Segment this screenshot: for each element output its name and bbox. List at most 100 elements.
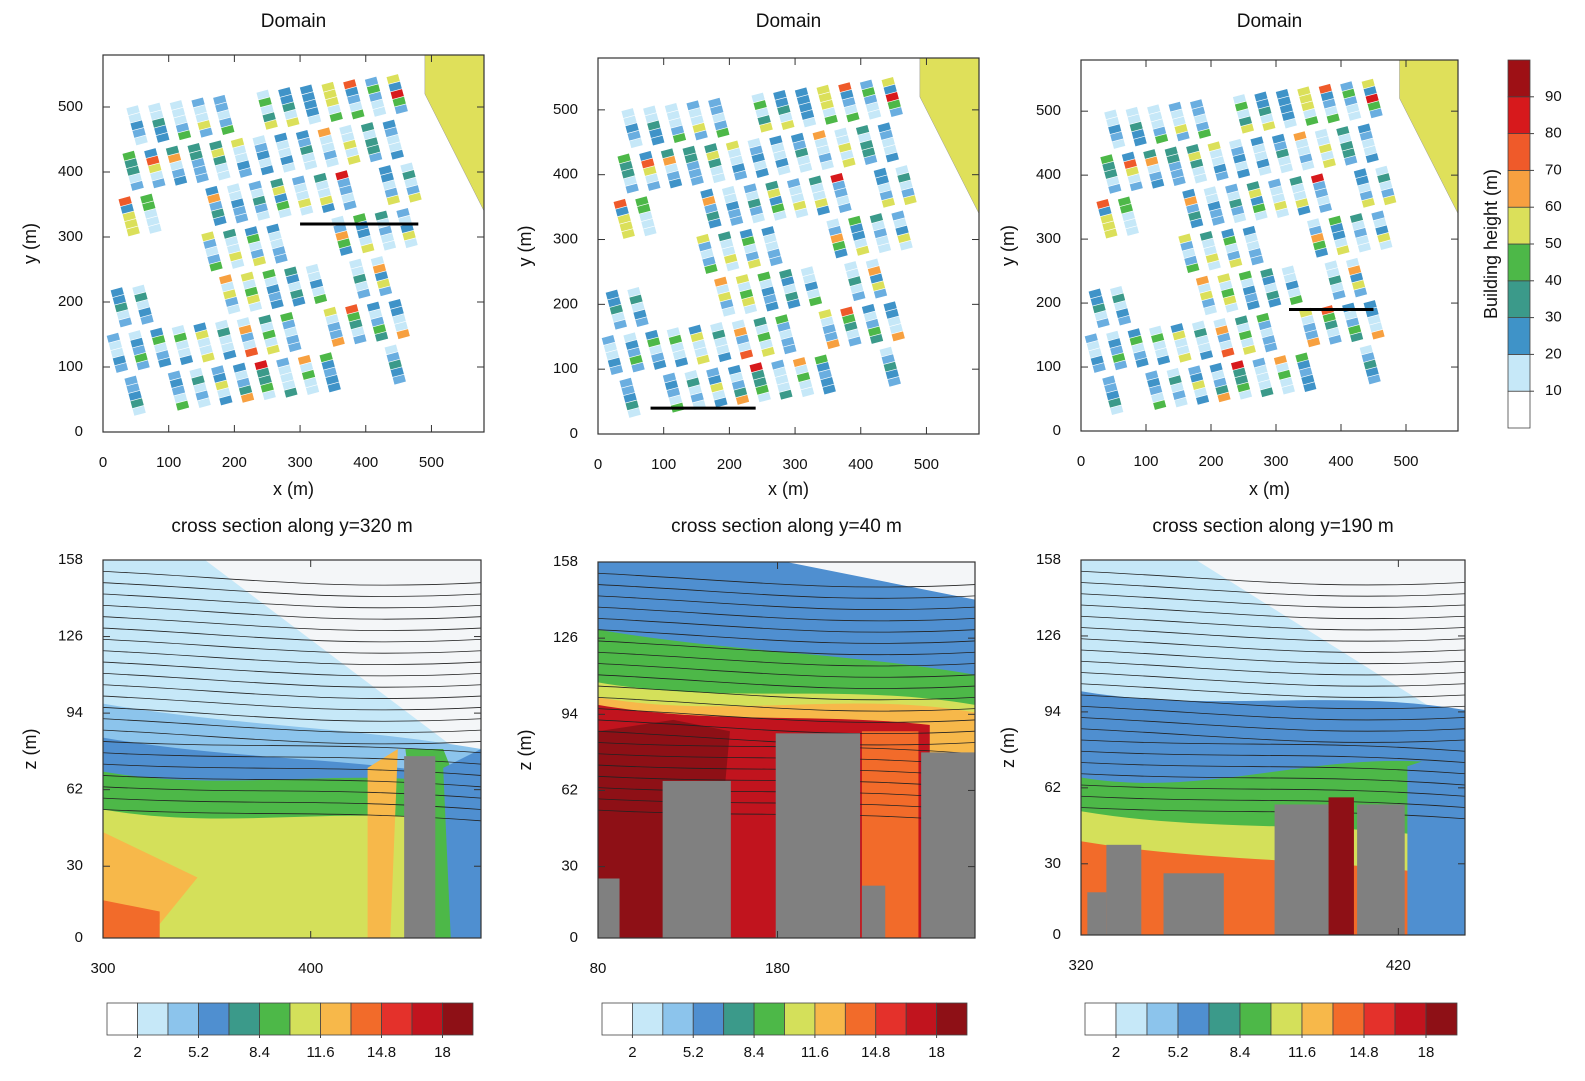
colorbar-box — [1508, 170, 1530, 207]
y-tick-label: 30 — [561, 858, 578, 875]
y-tick-label: 200 — [58, 293, 83, 310]
x-tick-label: 100 — [1133, 453, 1158, 470]
colorbar-box — [754, 1003, 784, 1035]
y-tick-label: 100 — [1036, 358, 1061, 375]
x-tick-label: 0 — [1077, 453, 1085, 470]
y-tick-label: 200 — [553, 295, 578, 312]
y-tick-label: 126 — [1036, 627, 1061, 644]
y-tick-label: 94 — [1044, 703, 1061, 720]
colorbar-tick-label: 8.4 — [249, 1044, 270, 1061]
y-tick-label: 400 — [1036, 166, 1061, 183]
contour — [1329, 797, 1354, 935]
colorbar-tick-label: 18 — [928, 1044, 945, 1061]
water — [920, 58, 979, 214]
colorbar-tick-label: 60 — [1545, 198, 1562, 215]
plot-area — [1081, 560, 1465, 935]
x-tick-label: 300 — [90, 960, 115, 977]
y-tick-label: 300 — [1036, 230, 1061, 247]
y-tick-label: 400 — [553, 166, 578, 183]
panel-title: Domain — [756, 11, 821, 32]
colorbar-box — [1209, 1003, 1240, 1035]
y-tick-label: 0 — [1053, 926, 1061, 943]
colorbar-box — [199, 1003, 230, 1035]
x-tick-label: 300 — [783, 456, 808, 473]
y-tick-label: 94 — [66, 704, 83, 721]
y-axis-label: z (m) — [515, 730, 535, 771]
x-tick-label: 500 — [419, 454, 444, 471]
plot-area — [107, 55, 484, 416]
colorbar-box — [906, 1003, 936, 1035]
colorbar-tick-label: 20 — [1545, 345, 1562, 362]
colorbar-box — [107, 1003, 138, 1035]
y-tick-label: 30 — [66, 857, 83, 874]
panel-title: Domain — [1237, 11, 1302, 32]
panel: cross section along y=190 mz (m)32042003… — [998, 516, 1465, 1061]
colorbar-tick-label: 80 — [1545, 125, 1562, 142]
building — [862, 886, 885, 938]
x-tick-label: 200 — [1198, 453, 1223, 470]
y-tick-label: 400 — [58, 163, 83, 180]
building — [1087, 892, 1106, 935]
colorbar-box — [1364, 1003, 1395, 1035]
x-tick-label: 100 — [651, 456, 676, 473]
x-tick-label: 500 — [914, 456, 939, 473]
x-tick-label: 300 — [1263, 453, 1288, 470]
building — [663, 781, 731, 938]
y-axis-label: y (m) — [998, 225, 1018, 266]
colorbar-box — [1508, 354, 1530, 391]
x-tick-label: 100 — [156, 454, 181, 471]
colorbar-tick-label: 90 — [1545, 88, 1562, 105]
building — [921, 752, 975, 938]
colorbar-box — [1147, 1003, 1178, 1035]
y-tick-label: 300 — [553, 230, 578, 247]
contour — [1407, 748, 1465, 936]
y-axis-label: z (m) — [20, 729, 40, 770]
y-tick-label: 0 — [75, 929, 83, 946]
panel: x (m)Domainy (m)010020030040050001002003… — [998, 11, 1458, 499]
colorbar-box — [663, 1003, 693, 1035]
y-tick-label: 0 — [1053, 422, 1061, 439]
y-tick-label: 500 — [1036, 102, 1061, 119]
colorbar-box — [1395, 1003, 1426, 1035]
x-axis-label: x (m) — [273, 479, 314, 499]
x-tick-label: 0 — [594, 456, 602, 473]
x-axis-label: x (m) — [768, 479, 809, 499]
water — [1400, 60, 1459, 214]
colorbar-box — [168, 1003, 199, 1035]
colorbar-box — [815, 1003, 845, 1035]
colorbar-box — [1508, 244, 1530, 281]
plot-area — [103, 560, 481, 938]
building — [404, 756, 435, 938]
colorbar-box — [1426, 1003, 1457, 1035]
colorbar-box — [1508, 281, 1530, 318]
colorbar-box — [443, 1003, 474, 1035]
y-axis-label: y (m) — [20, 223, 40, 264]
x-tick-label: 400 — [353, 454, 378, 471]
y-tick-label: 62 — [66, 781, 83, 798]
x-tick-label: 400 — [848, 456, 873, 473]
colorbar-tick-label: 11.6 — [1288, 1044, 1316, 1061]
colorbar-tick-label: 14.8 — [861, 1044, 890, 1061]
y-tick-label: 500 — [58, 98, 83, 115]
colorbar-tick-label: 5.2 — [188, 1044, 209, 1061]
y-tick-label: 62 — [1044, 779, 1061, 796]
x-tick-label: 420 — [1386, 957, 1411, 974]
building — [776, 733, 860, 938]
x-tick-label: 200 — [717, 456, 742, 473]
colorbar-tick-label: 14.8 — [1349, 1044, 1378, 1061]
colorbar-box — [1508, 97, 1530, 134]
y-tick-label: 126 — [553, 629, 578, 646]
colorbar-tick-label: 50 — [1545, 235, 1562, 252]
colorbar-box — [1508, 318, 1530, 355]
x-tick-label: 500 — [1393, 453, 1418, 470]
colorbar-box — [1508, 391, 1530, 428]
building — [1106, 845, 1141, 935]
panel-title: cross section along y=190 m — [1152, 516, 1393, 537]
panel: cross section along y=320 mz (m)30040003… — [20, 516, 481, 1061]
water — [425, 55, 484, 211]
panel: cross section along y=40 mz (m)801800306… — [515, 516, 975, 1061]
y-tick-label: 200 — [1036, 294, 1061, 311]
colorbar-box — [1508, 60, 1530, 97]
y-tick-label: 500 — [553, 101, 578, 118]
